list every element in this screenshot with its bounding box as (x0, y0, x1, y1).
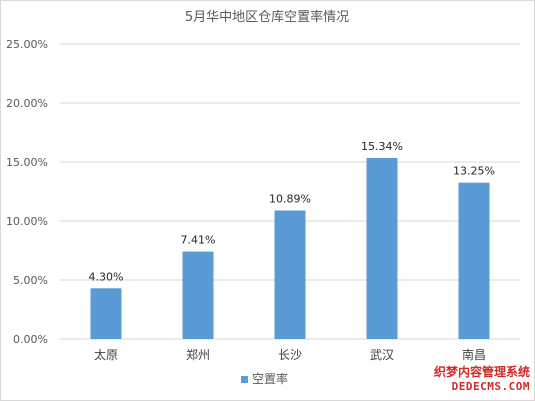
x-category-label: 武汉 (370, 348, 394, 362)
data-label: 7.41% (181, 234, 216, 247)
x-category-label: 南昌 (462, 347, 486, 362)
data-label: 4.30% (89, 270, 124, 283)
y-axis-ticks: 0.00% 5.00% 10.00% 15.00% 20.00% 25.00% (6, 38, 48, 346)
x-category-label: 郑州 (186, 347, 210, 362)
data-labels: 4.30% 7.41% 10.89% 15.34% 13.25% (89, 140, 495, 283)
legend: 空置率 (241, 371, 288, 386)
x-axis-categories: 太原 郑州 长沙 武汉 南昌 (94, 347, 486, 362)
bar (182, 251, 214, 339)
bar (366, 157, 398, 339)
x-category-label: 长沙 (278, 348, 302, 362)
y-tick-label: 20.00% (6, 97, 48, 110)
data-label: 15.34% (361, 140, 403, 153)
bar (90, 288, 122, 339)
y-tick-label: 15.00% (6, 156, 48, 169)
legend-label: 空置率 (252, 371, 288, 386)
watermark: 织梦内容管理系统 DEDECMS.COM (422, 365, 530, 397)
gridlines (60, 43, 520, 340)
x-category-label: 太原 (94, 347, 118, 362)
y-tick-label: 5.00% (13, 274, 48, 287)
bar (458, 182, 490, 339)
y-tick-label: 25.00% (6, 38, 48, 51)
y-tick-label: 0.00% (13, 333, 48, 346)
chart-title: 5月华中地区仓库空置率情况 (185, 9, 349, 25)
y-tick-label: 10.00% (6, 215, 48, 228)
watermark-text-cn: 织梦内容管理系统 (433, 365, 530, 379)
data-label: 13.25% (453, 165, 495, 178)
watermark-text-en: DEDECMS.COM (451, 380, 530, 393)
data-label: 10.89% (269, 192, 311, 205)
bar (274, 210, 306, 339)
bars (90, 157, 490, 339)
legend-swatch (241, 376, 248, 383)
